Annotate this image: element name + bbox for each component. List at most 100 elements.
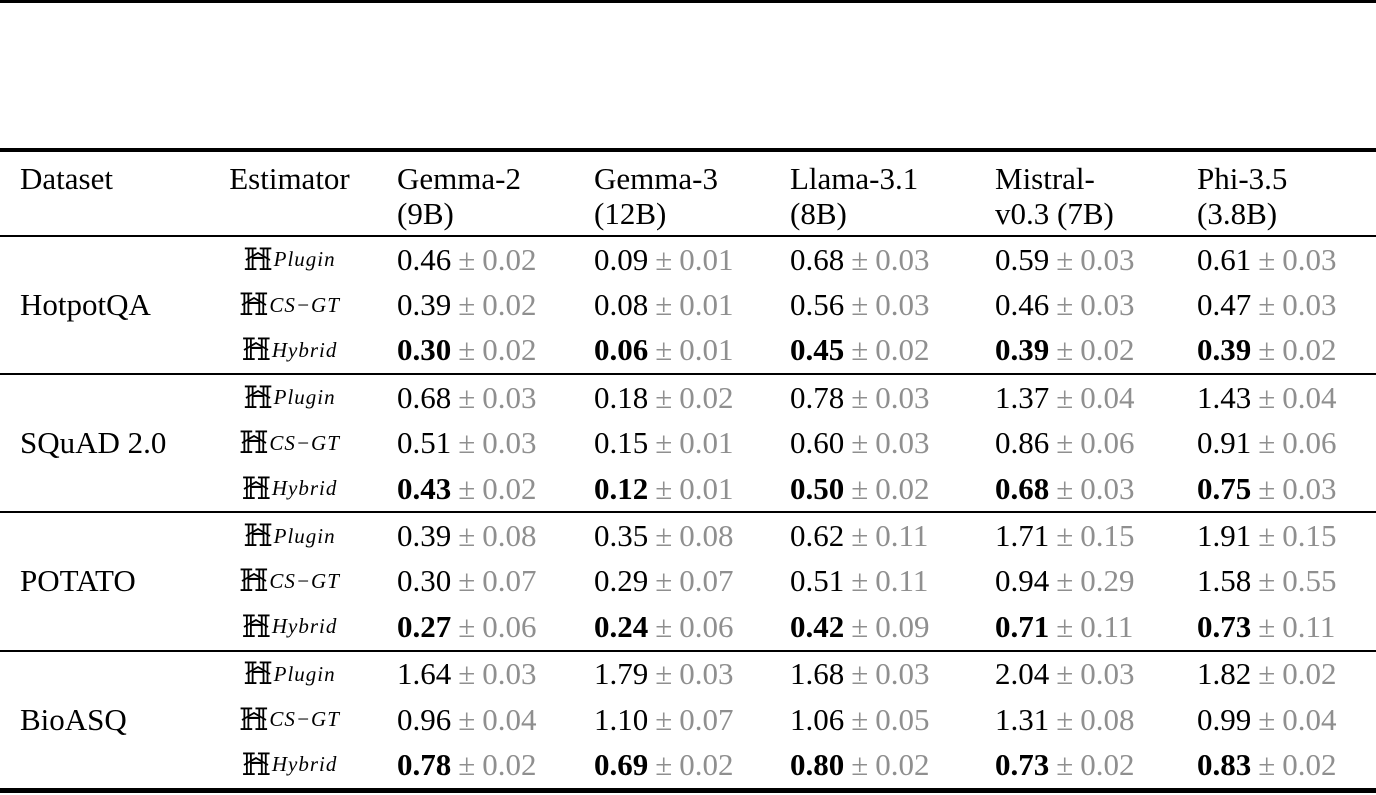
value-mean: 0.51 [397, 425, 452, 461]
value-stderr: 0.55 [1282, 563, 1337, 599]
value-cell: 1.06 ±0.05 [770, 697, 975, 742]
value-cell: 1.68 ±0.03 [770, 652, 975, 697]
value-mean: 0.78 [397, 746, 452, 782]
value-cell: 0.12 ±0.01 [574, 466, 770, 511]
value-cell: 1.43 ±0.04 [1177, 375, 1376, 420]
value-stderr: 0.08 [1080, 701, 1135, 737]
value-cell: 0.96 ±0.04 [377, 697, 574, 742]
value-stderr: 0.03 [875, 241, 930, 277]
plus-minus-sign: ± [851, 518, 869, 554]
value-stderr: 0.07 [679, 701, 734, 737]
value-cell: 0.56 ±0.03 [770, 282, 975, 327]
value-mean: 1.06 [790, 701, 845, 737]
value-cell: 1.58 ±0.55 [1177, 559, 1376, 604]
estimator-subscript: CS−GT [269, 707, 340, 732]
plus-minus-sign: ± [1056, 425, 1074, 461]
estimator-cell: ℍ CS−GT [202, 282, 377, 327]
value-stderr: 0.03 [482, 379, 537, 415]
value-stderr: 0.02 [875, 470, 930, 506]
plus-minus-sign: ± [1258, 746, 1276, 782]
estimator-blackboard-h: ℍ [239, 425, 269, 462]
plus-minus-sign: ± [1056, 608, 1074, 644]
estimator-blackboard-h: ℍ [239, 563, 269, 600]
column-header-line2: (3.8B) [1197, 196, 1278, 231]
value-mean: 0.91 [1197, 425, 1252, 461]
plus-minus-sign: ± [851, 379, 869, 415]
column-header-llama-3-1: Llama-3.1 (8B) [770, 161, 975, 235]
plus-minus-sign: ± [1258, 287, 1276, 323]
plus-minus-sign: ± [655, 425, 673, 461]
value-mean: 0.39 [397, 287, 452, 323]
plus-minus-sign: ± [458, 379, 476, 415]
estimator-cell: ℍ Hybrid [202, 742, 377, 787]
value-stderr: 0.02 [679, 746, 734, 782]
table-body: HotpotQA ℍ Plugin 0.46 ±0.02 0.09 ±0.01 0.68 ±0.… [0, 237, 1376, 788]
value-mean: 0.51 [790, 563, 845, 599]
value-mean: 0.75 [1197, 470, 1252, 506]
value-stderr: 0.03 [1282, 287, 1337, 323]
column-header-gemma-3: Gemma-3 (12B) [574, 161, 770, 235]
value-cell: 0.06 ±0.01 [574, 328, 770, 373]
plus-minus-sign: ± [458, 241, 476, 277]
plus-minus-sign: ± [1258, 518, 1276, 554]
estimator-blackboard-h: ℍ [239, 287, 269, 324]
plus-minus-sign: ± [1056, 379, 1074, 415]
plus-minus-sign: ± [851, 241, 869, 277]
value-mean: 0.24 [594, 608, 649, 644]
value-mean: 0.50 [790, 470, 845, 506]
value-mean: 0.94 [995, 563, 1050, 599]
value-stderr: 0.11 [1080, 608, 1134, 644]
plus-minus-sign: ± [655, 563, 673, 599]
value-cell: 0.39 ±0.02 [975, 328, 1177, 373]
plus-minus-sign: ± [458, 470, 476, 506]
value-stderr: 0.15 [1080, 518, 1135, 554]
value-mean: 0.69 [594, 746, 649, 782]
value-stderr: 0.02 [1080, 332, 1135, 368]
value-stderr: 0.04 [482, 701, 537, 737]
value-stderr: 0.03 [875, 287, 930, 323]
dataset-label: BioASQ [20, 701, 127, 737]
estimator-hat-icon [241, 695, 267, 726]
column-header-line2: (8B) [790, 196, 847, 231]
value-cell: 1.82 ±0.02 [1177, 652, 1376, 697]
value-mean: 0.29 [594, 563, 649, 599]
estimator-blackboard-h: ℍ [243, 241, 273, 278]
value-mean: 1.31 [995, 701, 1050, 737]
results-table: Dataset Estimator Gemma-2 (9B) Gemma-3 (… [0, 148, 1376, 793]
value-mean: 1.10 [594, 701, 649, 737]
estimator-subscript: Hybrid [271, 337, 338, 362]
plus-minus-sign: ± [458, 701, 476, 737]
estimator-hat-icon [241, 556, 267, 587]
value-stderr: 0.06 [482, 608, 537, 644]
value-cell: 0.71 ±0.11 [975, 604, 1177, 649]
estimator-blackboard-h: ℍ [239, 701, 269, 738]
value-mean: 1.71 [995, 518, 1050, 554]
value-stderr: 0.01 [679, 425, 734, 461]
value-mean: 0.47 [1197, 287, 1252, 323]
value-cell: 0.42 ±0.09 [770, 604, 975, 649]
table-bottom-rule [0, 787, 1376, 793]
value-stderr: 0.29 [1080, 563, 1135, 599]
dataset-group: BioASQ ℍ Plugin 1.64 ±0.03 1.79 ±0.03 1.68 ±0.03… [0, 652, 1376, 788]
value-cell: 0.99 ±0.04 [1177, 697, 1376, 742]
value-cell: 0.78 ±0.03 [770, 375, 975, 420]
value-stderr: 0.03 [1282, 241, 1337, 277]
plus-minus-sign: ± [458, 608, 476, 644]
value-cell: 0.27 ±0.06 [377, 604, 574, 649]
value-mean: 0.86 [995, 425, 1050, 461]
value-mean: 0.68 [995, 470, 1050, 506]
value-stderr: 0.15 [1282, 518, 1337, 554]
estimator-subscript: Hybrid [271, 614, 338, 639]
plus-minus-sign: ± [458, 332, 476, 368]
value-mean: 0.71 [995, 608, 1050, 644]
plus-minus-sign: ± [458, 287, 476, 323]
plus-minus-sign: ± [1258, 563, 1276, 599]
dataset-label: POTATO [20, 563, 136, 599]
estimator-symbol: ℍ [242, 334, 271, 366]
value-mean: 0.27 [397, 608, 452, 644]
column-header-mistral-v0-3: Mistral- v0.3 (7B) [975, 161, 1177, 235]
table-top-rule [0, 148, 1376, 152]
estimator-subscript: CS−GT [269, 292, 340, 317]
value-stderr: 0.02 [1282, 332, 1337, 368]
estimator-symbol: ℍ [243, 520, 272, 552]
